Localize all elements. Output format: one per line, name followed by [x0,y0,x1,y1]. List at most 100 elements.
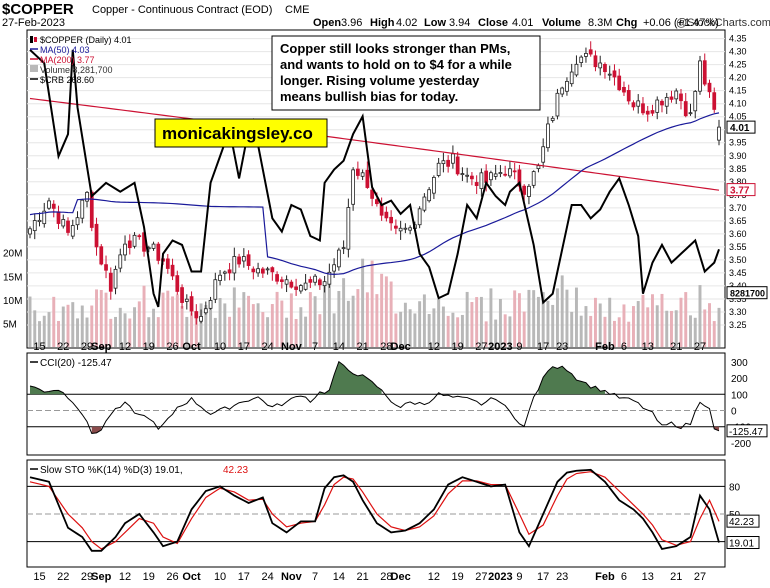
candle-down [660,100,664,106]
volume-bar [342,278,346,347]
volume-bar [408,309,412,347]
volume-bar [403,302,407,347]
candle-up [298,285,303,292]
candle-up [541,146,546,163]
price-tick-label: 4.05 [729,112,747,122]
x-tick-label: 26 [166,571,178,583]
price-tick-label: 4.15 [729,86,747,96]
price-tick-label: 3.65 [729,216,747,226]
cci-legend: CCI(20) -125.47 [30,358,112,369]
candle-up [536,165,541,169]
candle-down [679,93,683,102]
volume-bar [327,276,331,347]
site-badge-text: monicakingsley.co [162,124,313,143]
volume-bar [142,285,146,347]
site-badge: monicakingsley.co [154,118,328,148]
high-label: High [370,17,395,29]
candle-down [446,159,451,167]
annotation-box [271,35,541,111]
volume-tick-label: 20M [3,249,22,260]
volume-bar [631,306,635,347]
x-tick-label: 17 [238,571,250,583]
volume-bar [546,300,550,347]
candle-up [61,219,66,227]
volume-bar [541,292,545,347]
volume-bar [684,292,688,347]
volume-bar [190,312,194,347]
candle-up [284,279,289,285]
candle-up [555,92,560,117]
volume-bar [308,292,312,347]
candle-up [465,174,470,177]
candle-down [51,203,56,209]
x-tick-label: 29 [81,571,93,583]
candle-up [489,172,493,181]
x-tick-label: 6 [621,571,627,583]
x-tick-label: Nov [281,571,303,583]
price-tick-label: 3.50 [729,255,747,265]
candle-down [56,211,61,224]
volume-bar [99,289,103,347]
volume-bar [465,291,469,347]
x-tick-label: 29 [81,341,93,353]
volume-bar [708,303,711,347]
candle-up [636,100,641,107]
volume-bar [42,315,46,347]
volume-bar [593,297,597,347]
volume-bar [717,307,721,347]
x-tick-label: Oct [182,571,201,583]
open-value: 3.96 [341,17,362,29]
volume-value: 8.3M [588,17,612,29]
candle-down [669,96,674,100]
candle-up [132,234,137,247]
volume-bar [470,302,474,347]
candle-up [584,52,588,57]
volume-bar [551,304,555,347]
x-tick-label: 19 [143,571,155,583]
x-tick-label: 19 [452,341,464,353]
x-tick-label: 24 [261,341,273,353]
candle-up [674,90,679,100]
volume-bar [441,306,445,347]
candle-down [294,286,298,290]
cci-line [29,360,720,434]
volume-bar [185,316,189,347]
x-tick-label: 6 [621,341,627,353]
candle-down [702,60,707,85]
volume-bar [52,296,56,347]
volume-bar [228,316,232,347]
candle-down [622,87,626,93]
low-label: Low [424,17,446,29]
volume-bar [460,314,464,347]
site-badge-box [154,118,328,148]
x-tick-label: 15 [33,341,45,353]
candle-up [336,249,341,268]
volume-y-axis: 20M 15M 10M 5M [3,249,22,331]
volume-bar [475,297,479,347]
volume-bar [446,315,450,347]
volume-bar [508,316,512,347]
price-marker-box [726,286,768,300]
volume-bar [422,294,426,347]
candle-up [360,172,365,177]
close-value: 4.01 [512,17,533,29]
candle-up [693,91,698,112]
x-tick-label: Dec [391,341,411,353]
x-tick-label: 21 [356,571,368,583]
volume-bar [294,318,298,347]
candle-up [527,185,531,197]
candle-up [460,173,465,176]
x-tick-label: 15 [33,571,45,583]
volume-bar [318,314,322,347]
cci-tick-label: -200 [731,439,751,450]
volume-bar [299,307,303,347]
annotation-line: and wants to hold on to $4 for a while [280,57,512,72]
candle-up [70,225,75,237]
volume-bar [418,301,422,347]
candle-up [123,243,127,256]
legend-crb: $CRB 268.60 [30,75,94,85]
x-tick-label: 27 [475,571,487,583]
volume-bar [280,300,284,347]
